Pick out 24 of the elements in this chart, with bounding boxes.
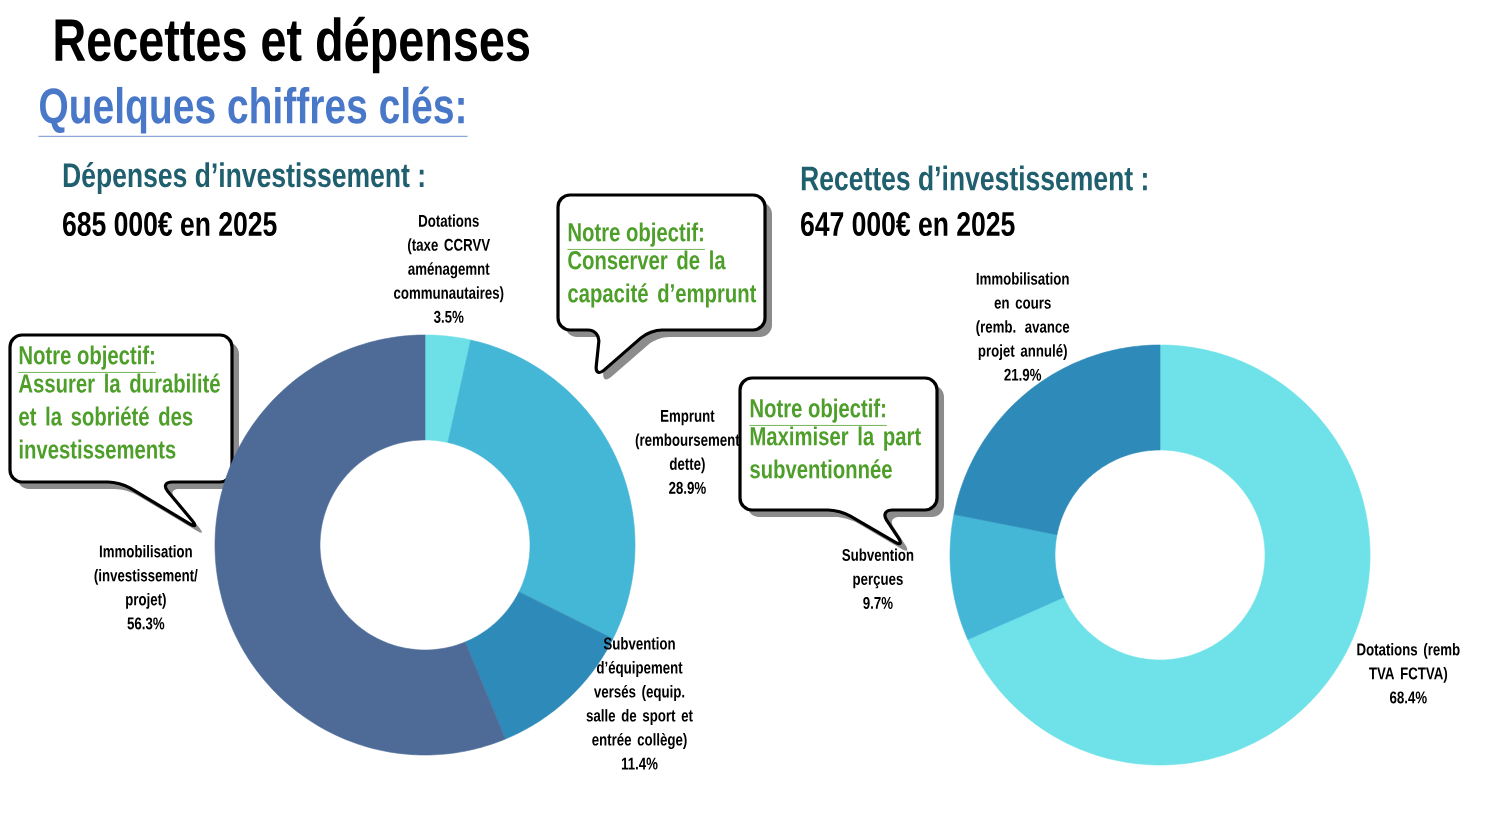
- text: Assurer la durabilité et la sobriété des investissements: [18, 373, 220, 459]
- text: Notre objectif:: [19, 345, 154, 370]
- slice-label: Immobilisation en cours (remb. avance projet annulé): [976, 272, 1070, 361]
- data-label: 3.5%: [433, 310, 464, 323]
- chart-subtitle: 685 000€ en 2025: [63, 211, 277, 237]
- text: Notre objectif:: [750, 398, 885, 423]
- slice-label: Immobilisation (investissement/ projet): [94, 544, 198, 609]
- chart-subtitle: 647 000€ en 2025: [801, 211, 1015, 237]
- text: Recettes et dépenses: [55, 16, 530, 74]
- slice-label: Dotations (remb TVA FCTVA): [1357, 642, 1460, 683]
- slice-label: Subvention perçues: [842, 548, 914, 589]
- data-label: 56.3%: [127, 617, 165, 630]
- slice-label: Dotations (taxe CCRVV aménagemnt communautaires): [394, 214, 504, 303]
- data-label: 21.9%: [1004, 368, 1042, 381]
- data-label: 11.4%: [621, 757, 658, 770]
- text: Notre objectif:: [568, 222, 703, 247]
- text: Quelques chiffres clés:: [40, 86, 464, 134]
- data-label: 68.4%: [1389, 691, 1427, 704]
- data-label: 28.9%: [669, 481, 706, 494]
- text: Maximiser la part subventionnée: [750, 426, 921, 479]
- data-label: 9.7%: [863, 596, 893, 609]
- text: Conserver de la capacité d’emprunt: [568, 250, 757, 308]
- chart-title: Dépenses d’investissement :: [63, 161, 424, 194]
- chart-title: Recettes d’investissement :: [801, 165, 1147, 191]
